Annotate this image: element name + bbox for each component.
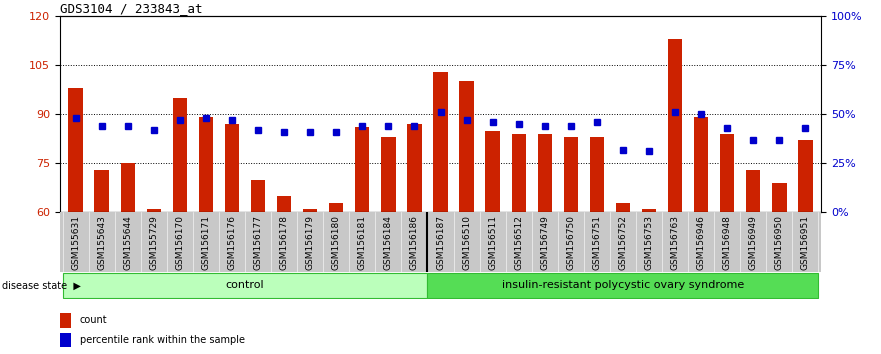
Text: GSM156753: GSM156753 [645,215,654,270]
Bar [537,134,552,212]
Text: GSM156511: GSM156511 [488,215,497,270]
Text: GSM156171: GSM156171 [202,215,211,270]
Bar [121,163,135,212]
Text: GSM156948: GSM156948 [722,215,732,270]
Bar [694,118,708,212]
Text: GSM155729: GSM155729 [149,215,159,270]
Bar [798,140,812,212]
Bar [69,88,83,212]
Bar [720,134,735,212]
Bar [94,170,108,212]
Text: GSM156946: GSM156946 [697,215,706,270]
Text: GSM156184: GSM156184 [384,215,393,270]
Text: GSM155644: GSM155644 [123,215,132,269]
Text: GSM156749: GSM156749 [540,215,549,270]
Text: GSM156750: GSM156750 [566,215,575,270]
Bar [642,209,656,212]
Text: disease state  ▶: disease state ▶ [2,280,81,290]
Bar [512,134,526,212]
Text: GSM156176: GSM156176 [227,215,236,270]
Bar [199,118,213,212]
Text: GSM156950: GSM156950 [775,215,784,270]
Bar [433,72,448,212]
Text: GSM156178: GSM156178 [279,215,289,270]
Bar [459,81,474,212]
Text: GSM156751: GSM156751 [592,215,602,270]
Text: insulin-resistant polycystic ovary syndrome: insulin-resistant polycystic ovary syndr… [502,280,744,290]
Text: GSM156951: GSM156951 [801,215,810,270]
Text: GSM156512: GSM156512 [515,215,523,270]
FancyBboxPatch shape [63,273,427,298]
Text: GSM156177: GSM156177 [254,215,263,270]
Text: GSM156179: GSM156179 [306,215,315,270]
Text: GSM156186: GSM156186 [410,215,419,270]
Text: GSM155631: GSM155631 [71,215,80,270]
Bar [381,137,396,212]
Text: control: control [226,280,264,290]
Bar [329,202,344,212]
Text: GDS3104 / 233843_at: GDS3104 / 233843_at [60,2,203,15]
Text: GSM156510: GSM156510 [462,215,471,270]
Text: GSM156170: GSM156170 [175,215,184,270]
Text: GSM156763: GSM156763 [670,215,679,270]
Bar [485,131,500,212]
Text: GSM156187: GSM156187 [436,215,445,270]
Bar [251,180,265,212]
Text: GSM156752: GSM156752 [618,215,627,270]
Bar [60,332,71,347]
Bar [564,137,578,212]
Bar [773,183,787,212]
Text: GSM156949: GSM156949 [749,215,758,270]
Bar [616,202,630,212]
Bar [303,209,317,212]
Bar [173,98,187,212]
Text: percentile rank within the sample: percentile rank within the sample [80,335,245,345]
Text: GSM156181: GSM156181 [358,215,366,270]
Bar [355,127,369,212]
Text: count: count [80,315,107,325]
Bar [407,124,422,212]
Bar [668,39,682,212]
Text: GSM156180: GSM156180 [332,215,341,270]
Bar [277,196,292,212]
Bar [146,209,161,212]
Bar [225,124,239,212]
Bar [746,170,760,212]
Bar [60,313,71,328]
Bar [589,137,604,212]
FancyBboxPatch shape [427,273,818,298]
Text: GSM155643: GSM155643 [97,215,106,270]
